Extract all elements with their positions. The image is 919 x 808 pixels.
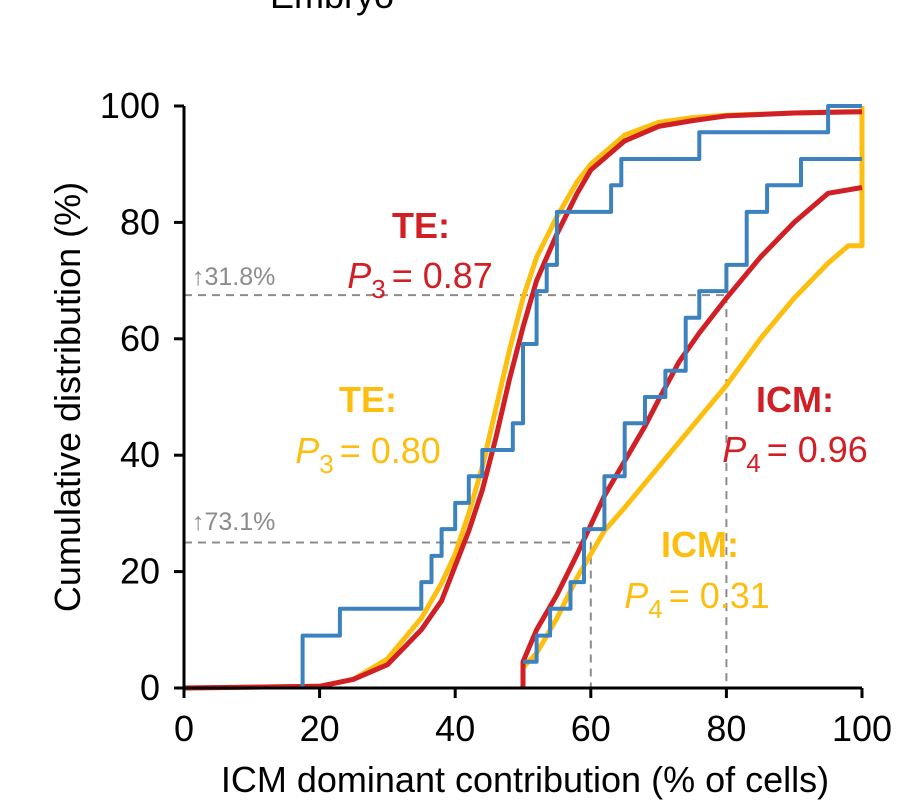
x-tick-label: 0 (174, 708, 194, 749)
series-group (183, 104, 865, 691)
axes (182, 106, 862, 690)
annotation-te-red: TE: P3 = 0.87 (347, 205, 493, 304)
ticks: 0 20 40 60 80 100 0 20 40 60 80 100 (100, 85, 892, 749)
x-tick-label: 60 (571, 708, 611, 749)
y-axis-label: Cumulative distribution (%) (47, 182, 88, 612)
guide-label-73-1: ↑73.1% (192, 508, 275, 536)
y-tick-label: 100 (100, 85, 160, 126)
p-subscript: 3 (371, 274, 385, 304)
chart-title: Embryo (270, 0, 394, 16)
annotation-p-line: P3 = 0.80 (295, 430, 441, 479)
p-subscript: 3 (319, 449, 333, 479)
p-value: = 0.87 (392, 255, 493, 296)
guide-lines (184, 294, 728, 688)
annotation-title: ICM: (756, 379, 834, 420)
y-tick-label: 0 (140, 667, 160, 708)
series-line-model-icm-red (520, 185, 863, 688)
p-symbol: P (347, 255, 371, 296)
p-value: = 0.80 (340, 430, 441, 471)
annotation-title: TE: (392, 205, 450, 246)
x-tick-label: 40 (435, 708, 475, 749)
annotation-title: ICM: (661, 524, 739, 565)
x-tick-label: 20 (300, 708, 340, 749)
y-tick-label: 80 (120, 201, 160, 242)
x-tick-label: 100 (832, 708, 892, 749)
y-tick-label: 40 (120, 434, 160, 475)
y-tick-label: 60 (120, 318, 160, 359)
x-axis-label: ICM dominant contribution (% of cells) (221, 759, 829, 800)
annotation-te-yellow: TE: P3 = 0.80 (295, 379, 441, 479)
p-value: = 0.31 (669, 575, 770, 616)
p-symbol: P (722, 429, 746, 470)
series-line-observed-icm-blue-step (523, 157, 862, 664)
annotation-p-line: P4 = 0.96 (722, 429, 868, 478)
p-subscript: 4 (746, 448, 760, 478)
series-line-model-te-red (183, 109, 863, 691)
series-line-observed-te-blue-step (300, 104, 862, 688)
annotation-title: TE: (339, 379, 397, 420)
annotation-p-line: P4 = 0.31 (624, 575, 770, 624)
p-symbol: P (295, 430, 319, 471)
x-tick-label: 80 (706, 708, 746, 749)
p-subscript: 4 (648, 594, 662, 624)
guide-label-31-8: ↑31.8% (192, 263, 275, 291)
p-symbol: P (624, 575, 648, 616)
y-tick-label: 20 (120, 551, 160, 592)
p-value: = 0.96 (767, 429, 868, 470)
annotation-icm-yellow: ICM: P4 = 0.31 (624, 524, 770, 624)
annotation-p-line: P3 = 0.87 (347, 255, 493, 304)
annotation-icm-red: ICM: P4 = 0.96 (722, 379, 868, 478)
